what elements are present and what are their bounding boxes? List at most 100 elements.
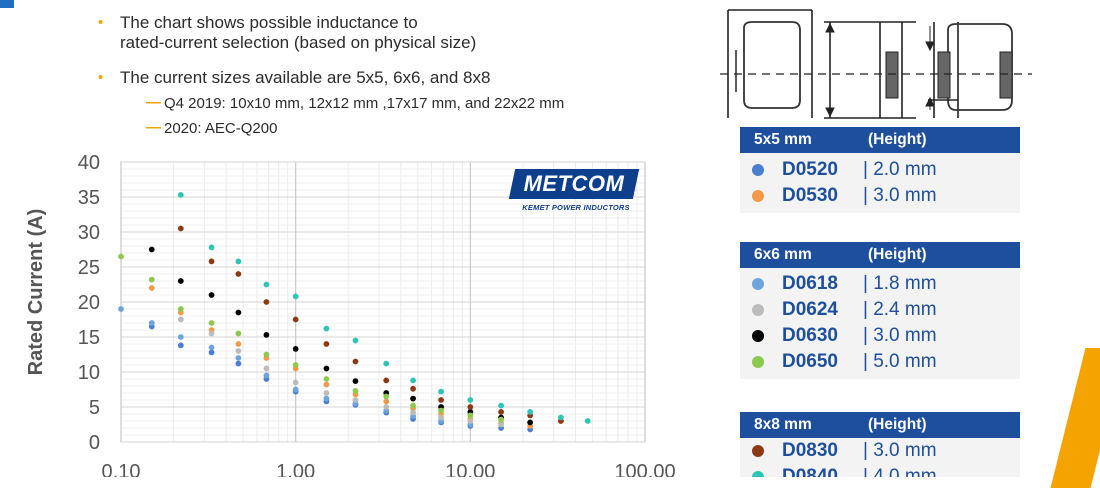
data-point-d0650 [467, 412, 474, 419]
data-point-d0830 [208, 258, 215, 265]
data-point-d0624 [383, 404, 390, 410]
data-point-d0840 [292, 293, 299, 300]
data-point-d0840 [383, 360, 390, 367]
legend-8x8: 8x8 mm (Height) D0830 | 3.0 mm D0840 | 4… [740, 412, 1020, 477]
y-tick-label: 5 [89, 397, 100, 419]
data-point-d0840 [235, 258, 242, 265]
legend-item: D0530 | 3.0 mm [740, 183, 1020, 209]
data-point-d0624 [323, 390, 330, 396]
data-point-d0840 [558, 414, 564, 421]
data-point-d0830 [292, 316, 299, 323]
legend-height: | 4.0 mm [863, 466, 937, 477]
chart-grid [120, 161, 646, 443]
data-point-d0830 [323, 341, 330, 347]
data-point-d0840 [323, 325, 330, 332]
legend-height: | 5.0 mm [863, 351, 937, 372]
legend-size: 5x5 mm [754, 131, 812, 148]
legend-size: 6x6 mm [754, 246, 812, 263]
data-point-d0618 [177, 334, 184, 340]
sub-bullet-dash: — [146, 119, 161, 136]
data-point-d0624 [352, 397, 359, 403]
y-tick-label: 40 [78, 152, 100, 174]
data-point-d0530 [235, 341, 242, 347]
metcom-logo: METCOM KEMET POWER INDUCTORS [508, 169, 640, 215]
data-point-d0520 [235, 360, 242, 367]
data-point-d0624 [498, 421, 504, 428]
legend-item: D0630 | 3.0 mm [740, 323, 1020, 349]
legend-swatch [752, 471, 764, 477]
decorative-stripe [1050, 348, 1100, 488]
data-point-d0520 [177, 342, 184, 349]
data-point-d0830 [383, 377, 390, 384]
legend-height: | 3.0 mm [863, 185, 937, 206]
data-point-d0618 [148, 320, 155, 326]
data-point-d0830 [438, 397, 444, 403]
legend-size: 8x8 mm [754, 416, 812, 433]
legend-height: | 3.0 mm [863, 440, 937, 461]
data-point-d0618 [323, 395, 330, 402]
data-point-d0630 [263, 332, 270, 338]
legend-height-label: (Height) [868, 131, 927, 148]
data-point-d0618 [118, 306, 124, 312]
data-point-d0650 [410, 402, 416, 409]
data-points [118, 192, 591, 433]
data-point-d0840 [263, 281, 270, 288]
legend-item: D0618 | 1.8 mm [740, 271, 1020, 297]
legend-item: D0830 | 3.0 mm [740, 438, 1020, 464]
bullet-dot: • [98, 69, 104, 86]
logo-name: METCOM [523, 171, 625, 196]
data-point-d0624 [410, 409, 416, 416]
y-axis-label: Rated Current (A) [25, 209, 47, 376]
data-point-d0630 [352, 378, 359, 384]
legend-header: 8x8 mm (Height) [740, 412, 1020, 438]
data-point-d0630 [177, 278, 184, 284]
legend-height-label: (Height) [868, 246, 927, 263]
data-point-d0830 [410, 385, 416, 392]
legend-swatch [752, 164, 764, 176]
legend-code: D0650 [782, 351, 838, 372]
legend-swatch [752, 445, 764, 457]
legend-swatch [752, 278, 764, 290]
data-point-d0650 [292, 362, 299, 368]
data-point-d0840 [208, 244, 215, 251]
logo-tagline: KEMET POWER INDUCTORS [522, 203, 630, 212]
data-point-d0650 [177, 306, 184, 312]
data-point-d0630 [208, 292, 215, 298]
data-point-d0830 [352, 358, 359, 365]
data-point-d0530 [148, 285, 155, 291]
legend-code: D0618 [782, 273, 838, 294]
bullet-text: The chart shows possible inductance to [120, 13, 418, 32]
data-point-d0840 [438, 388, 444, 395]
data-point-d0840 [584, 418, 591, 424]
data-point-d0624 [208, 330, 215, 337]
data-point-d0650 [323, 376, 330, 382]
data-point-d0840 [352, 337, 359, 344]
slide-accent-bar [0, 0, 14, 8]
data-point-d0630 [527, 419, 534, 426]
y-tick-labels: 0 5 10 15 20 25 30 35 40 [78, 152, 100, 454]
data-point-d0624 [438, 414, 444, 421]
legend-swatch [752, 330, 764, 342]
legend-item: D0624 | 2.4 mm [740, 297, 1020, 323]
data-point-d0650 [118, 253, 124, 260]
y-tick-label: 30 [78, 222, 100, 244]
data-point-d0650 [383, 393, 390, 400]
x-tick-label: 1.00 [276, 461, 315, 477]
legend-item: D0840 | 4.0 mm [740, 464, 1020, 477]
data-point-d0650 [263, 351, 270, 358]
legend-6x6: 6x6 mm (Height) D0618 | 1.8 mm D0624 | 2… [740, 242, 1020, 379]
data-point-d0650 [148, 276, 155, 283]
data-point-d0840 [498, 402, 504, 409]
data-point-d0624 [177, 316, 184, 323]
data-point-d0840 [410, 377, 416, 384]
legend-code: D0530 [782, 185, 838, 206]
legend-height: | 1.8 mm [863, 273, 937, 294]
x-tick-label: 10.00 [445, 461, 495, 477]
bullet-item: • The current sizes available are 5x5, 6… [98, 68, 490, 88]
data-point-d0630 [292, 346, 299, 352]
legend-code: D0520 [782, 159, 838, 180]
y-tick-label: 10 [78, 362, 100, 384]
y-tick-label: 15 [78, 327, 100, 349]
legend-swatch [752, 190, 764, 202]
data-point-d0624 [235, 348, 242, 354]
